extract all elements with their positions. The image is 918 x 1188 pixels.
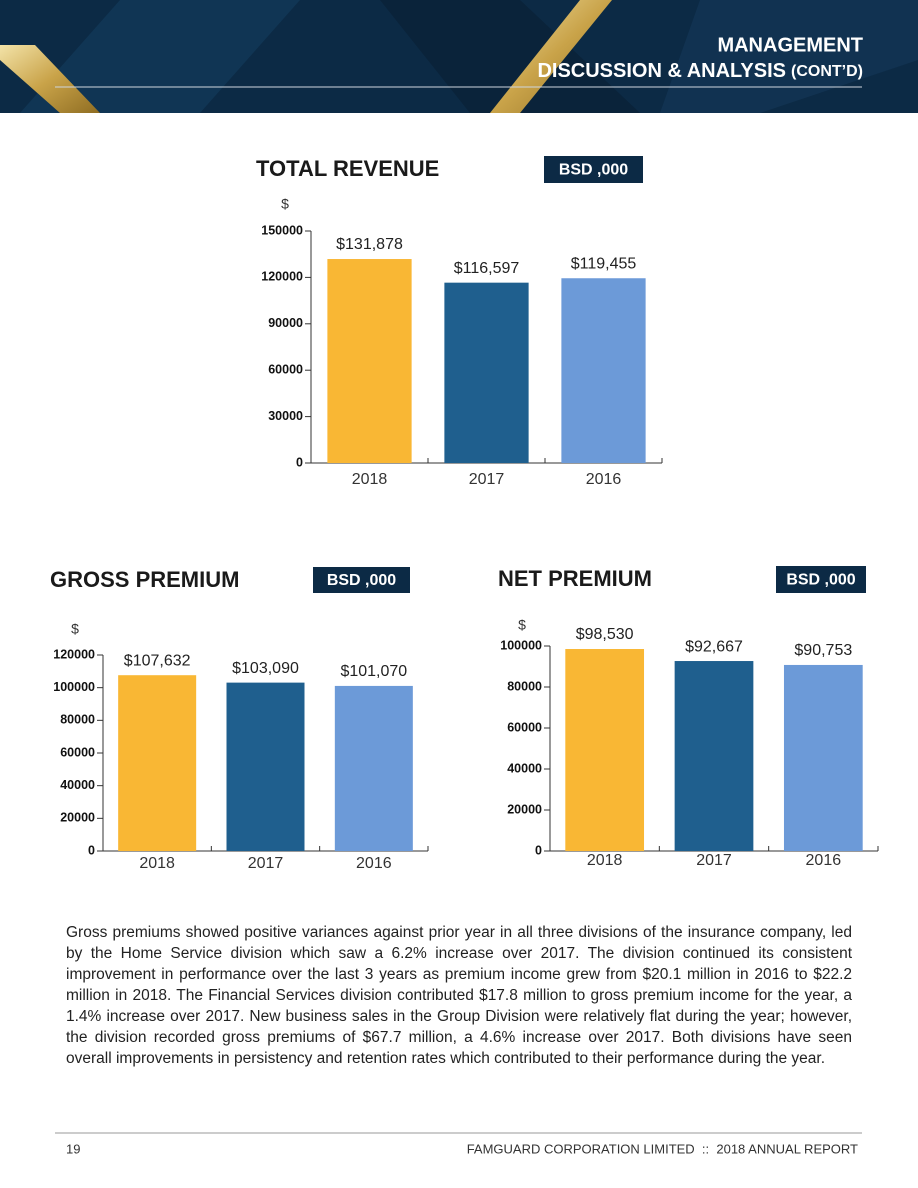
header-subtitle-main: DISCUSSION & ANALYSIS xyxy=(537,60,786,82)
y-tick-label: 40000 xyxy=(60,778,95,792)
y-axis-label: $ xyxy=(281,196,289,212)
header-subtitle-suffix: (CONT’D) xyxy=(791,63,863,80)
unit-badge xyxy=(313,567,410,593)
value-label: $119,455 xyxy=(571,255,637,272)
x-tick-label: 2016 xyxy=(586,471,622,488)
body-paragraph: Gross premiums showed positive variances… xyxy=(66,924,852,1067)
header-subtitle: DISCUSSION & ANALYSIS (CONT’D) xyxy=(537,60,863,82)
y-tick-label: 0 xyxy=(535,843,542,857)
y-tick-label: 30000 xyxy=(268,409,303,423)
y-tick-label: 150000 xyxy=(261,223,303,237)
unit-badge-label: BSD ,000 xyxy=(559,162,628,179)
bar xyxy=(226,682,305,851)
y-tick-label: 0 xyxy=(296,455,303,469)
y-tick-label: 0 xyxy=(88,843,95,857)
x-tick-label: 2017 xyxy=(469,471,505,488)
x-tick-label: 2016 xyxy=(806,852,842,869)
bar xyxy=(674,661,754,851)
value-label: $92,667 xyxy=(685,638,743,655)
value-label: $98,530 xyxy=(576,626,634,643)
chart-title: GROSS PREMIUM xyxy=(50,567,239,592)
y-tick-label: 60000 xyxy=(60,745,95,759)
header-banner xyxy=(0,0,918,113)
y-tick-label: 60000 xyxy=(268,362,303,376)
header-title: MANAGEMENT xyxy=(717,34,863,56)
value-label: $107,632 xyxy=(124,652,191,669)
y-tick-label: 90000 xyxy=(268,316,303,330)
y-tick-label: 100000 xyxy=(500,638,542,652)
y-tick-label: 120000 xyxy=(53,647,95,661)
y-axis-label: $ xyxy=(71,621,79,637)
y-tick-label: 20000 xyxy=(507,802,542,816)
bar xyxy=(444,282,529,463)
page-number: 19 xyxy=(66,1141,80,1156)
unit-badge xyxy=(776,566,866,593)
bar xyxy=(334,685,413,851)
x-tick-label: 2017 xyxy=(248,855,284,872)
bar xyxy=(118,675,197,851)
y-tick-label: 20000 xyxy=(60,811,95,825)
chart-title: TOTAL REVENUE xyxy=(256,156,439,181)
x-tick-label: 2017 xyxy=(696,852,732,869)
y-tick-label: 40000 xyxy=(507,761,542,775)
value-label: $131,878 xyxy=(336,236,403,253)
value-label: $90,753 xyxy=(794,642,852,659)
footer-report: FAMGUARD CORPORATION LIMITED :: 2018 ANN… xyxy=(467,1141,858,1156)
value-label: $116,597 xyxy=(454,260,520,277)
bar xyxy=(327,259,412,463)
y-tick-label: 60000 xyxy=(507,720,542,734)
value-label: $103,090 xyxy=(232,660,299,677)
y-tick-label: 120000 xyxy=(261,270,303,284)
value-label: $101,070 xyxy=(340,663,407,680)
chart-title: NET PREMIUM xyxy=(498,566,652,591)
x-tick-label: 2016 xyxy=(356,855,392,872)
y-tick-label: 100000 xyxy=(53,680,95,694)
y-tick-label: 80000 xyxy=(60,713,95,727)
y-tick-label: 80000 xyxy=(507,679,542,693)
unit-badge xyxy=(544,156,643,183)
bar xyxy=(783,664,863,851)
bar xyxy=(561,278,646,463)
x-tick-label: 2018 xyxy=(352,471,388,488)
x-tick-label: 2018 xyxy=(587,852,623,869)
bar xyxy=(565,649,645,851)
x-tick-label: 2018 xyxy=(139,855,175,872)
y-axis-label: $ xyxy=(518,617,526,633)
unit-badge-label: BSD ,000 xyxy=(327,572,396,589)
unit-badge-label: BSD ,000 xyxy=(786,572,855,589)
